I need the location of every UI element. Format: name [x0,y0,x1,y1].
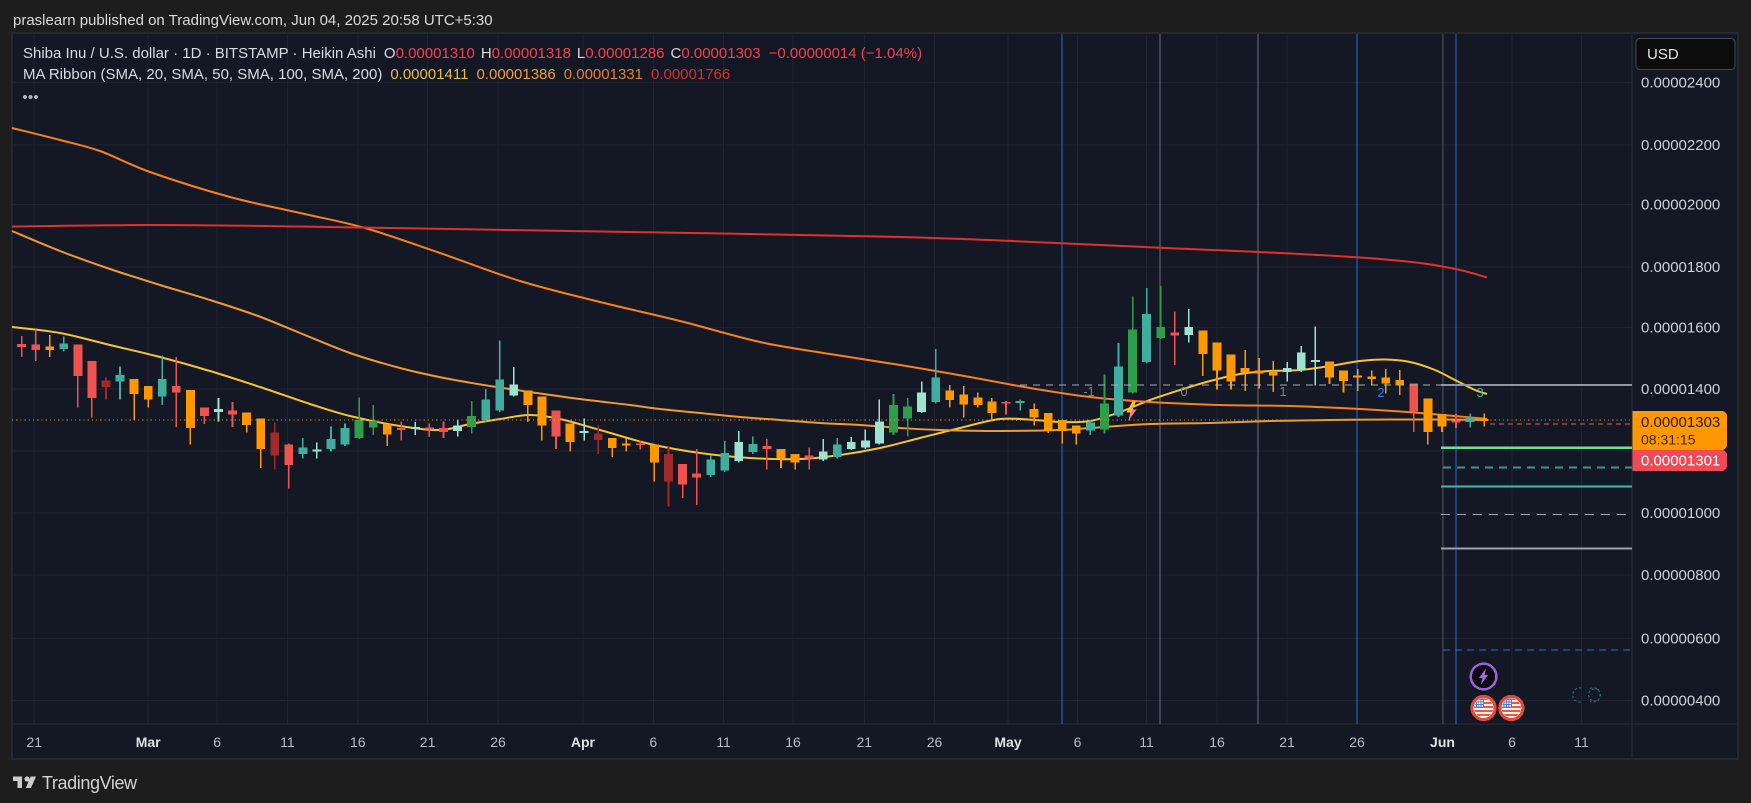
svg-text:0: 0 [1180,384,1187,399]
svg-text:0.00002000: 0.00002000 [1641,197,1720,214]
svg-text:26: 26 [1349,734,1365,750]
svg-text:26: 26 [490,734,506,750]
svg-text:0.00002200: 0.00002200 [1641,137,1720,154]
svg-text:6: 6 [213,734,221,750]
svg-text:1: 1 [1279,384,1286,399]
svg-text:0.00000800: 0.00000800 [1641,567,1720,584]
svg-text:praslearn published on Trading: praslearn published on TradingView.com, … [13,12,493,29]
svg-text:3: 3 [1476,385,1483,400]
svg-text:2: 2 [1377,385,1384,400]
svg-text:6: 6 [649,734,657,750]
svg-text:0.00001000: 0.00001000 [1641,505,1720,522]
svg-text:0.00000600: 0.00000600 [1641,630,1720,647]
svg-text:Jun: Jun [1430,734,1455,750]
svg-text:08:31:15: 08:31:15 [1641,432,1696,448]
svg-text:21: 21 [26,734,42,750]
svg-text:MA Ribbon (SMA, 20, SMA, 50, S: MA Ribbon (SMA, 20, SMA, 50, SMA, 100, S… [23,66,730,83]
svg-text:6: 6 [1074,734,1082,750]
svg-text:6: 6 [1508,734,1516,750]
svg-text:Shiba Inu / U.S. dollar · 1D ·: Shiba Inu / U.S. dollar · 1D · BITSTAMP … [23,45,922,62]
svg-text:Mar: Mar [136,734,161,750]
svg-text:0.00001400: 0.00001400 [1641,381,1720,398]
svg-text:26: 26 [927,734,943,750]
svg-text:16: 16 [1209,734,1225,750]
svg-text:Apr: Apr [571,734,596,750]
svg-text:0.00001800: 0.00001800 [1641,259,1720,276]
svg-text:21: 21 [1279,734,1295,750]
svg-text:0.00002400: 0.00002400 [1641,75,1720,92]
svg-text:21: 21 [420,734,436,750]
svg-text:0.00001600: 0.00001600 [1641,320,1720,337]
svg-text:0.00000400: 0.00000400 [1641,693,1720,710]
svg-text:USD: USD [1647,46,1679,63]
svg-text:May: May [994,734,1021,750]
svg-text:11: 11 [280,734,295,750]
svg-text:11: 11 [1574,734,1589,750]
svg-text:16: 16 [785,734,801,750]
svg-text:0.00001301: 0.00001301 [1641,453,1720,470]
svg-text:11: 11 [1139,734,1154,750]
svg-text:TradingView: TradingView [42,773,138,793]
svg-text:11: 11 [716,734,731,750]
svg-text:0.00001303: 0.00001303 [1641,414,1720,431]
svg-text:-1: -1 [1083,384,1095,399]
svg-text:21: 21 [857,734,873,750]
svg-text:16: 16 [350,734,366,750]
